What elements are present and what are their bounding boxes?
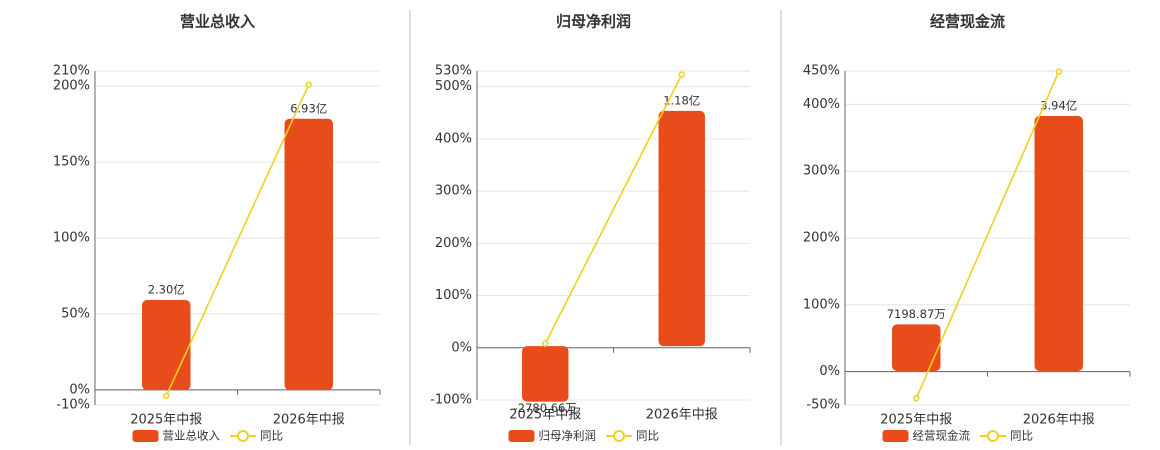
data-label: -2780.66万: [514, 401, 577, 415]
legend-label: 营业总收入: [163, 429, 221, 443]
legend-swatch: [882, 430, 909, 442]
data-label: 7198.87万: [887, 307, 946, 321]
legend-label: 同比: [260, 429, 283, 443]
legend-swatch: [508, 430, 535, 442]
line: [165, 84, 310, 397]
line-marker: [305, 81, 312, 88]
data-label: 3.94亿: [1040, 98, 1077, 112]
line-marker: [542, 340, 549, 347]
y-tick-label: 210%: [53, 64, 90, 79]
y-tick-label: 450%: [803, 64, 840, 79]
y-tick-label: 500%: [435, 79, 472, 94]
bar: [284, 118, 333, 391]
y-tick-label: -50%: [806, 398, 840, 413]
y-tick-label: 200%: [435, 236, 472, 251]
y-tick-label: 100%: [53, 231, 90, 246]
legend-swatch: [987, 430, 999, 442]
y-tick-label: 100%: [803, 297, 840, 312]
bar: [1034, 115, 1083, 372]
data-label: 2.30亿: [148, 283, 185, 297]
y-tick-label: 100%: [435, 288, 472, 303]
x-tick-label: 2026年中报: [646, 408, 718, 423]
y-tick-label: 200%: [803, 231, 840, 246]
chart-title: 经营现金流: [930, 13, 1005, 31]
legend-label: 同比: [1010, 429, 1033, 443]
x-tick-label: 2025年中报: [880, 413, 952, 428]
y-tick-label: 0%: [819, 364, 840, 379]
line-marker: [678, 71, 685, 78]
legend-label: 经营现金流: [913, 429, 971, 443]
y-tick-label: -100%: [430, 393, 472, 408]
x-tick-label: 2025年中报: [130, 413, 202, 428]
legend-swatch: [613, 430, 625, 442]
y-tick-label: 530%: [435, 64, 472, 79]
legend-label: 同比: [636, 429, 659, 443]
y-tick-label: 0%: [69, 382, 90, 397]
y-tick-label: 200%: [53, 79, 90, 94]
line-marker: [1055, 68, 1062, 75]
data-label: 1.18亿: [663, 93, 700, 107]
bar: [892, 324, 941, 372]
legend-swatch: [132, 430, 159, 442]
y-tick-label: 300%: [435, 184, 472, 199]
x-tick-label: 2026年中报: [273, 413, 345, 428]
line: [915, 71, 1060, 399]
y-tick-label: -10%: [56, 398, 90, 413]
y-tick-label: 400%: [803, 97, 840, 112]
legend-label: 归母净利润: [539, 429, 597, 443]
line-marker: [913, 395, 920, 402]
bar: [522, 346, 569, 402]
x-tick-label: 2026年中报: [1023, 413, 1095, 428]
y-tick-label: 50%: [61, 306, 90, 321]
chart-title: 归母净利润: [556, 13, 631, 31]
legend-swatch: [237, 430, 249, 442]
y-tick-label: 0%: [451, 340, 472, 355]
y-tick-label: 300%: [803, 164, 840, 179]
bar: [142, 300, 191, 391]
bar: [658, 110, 705, 347]
chart-title: 营业总收入: [180, 13, 255, 31]
x-tick-label: 2025年中报: [509, 408, 581, 423]
line-marker: [163, 392, 170, 400]
y-tick-label: 400%: [435, 131, 472, 146]
line: [544, 74, 683, 344]
y-tick-label: 150%: [53, 155, 90, 170]
